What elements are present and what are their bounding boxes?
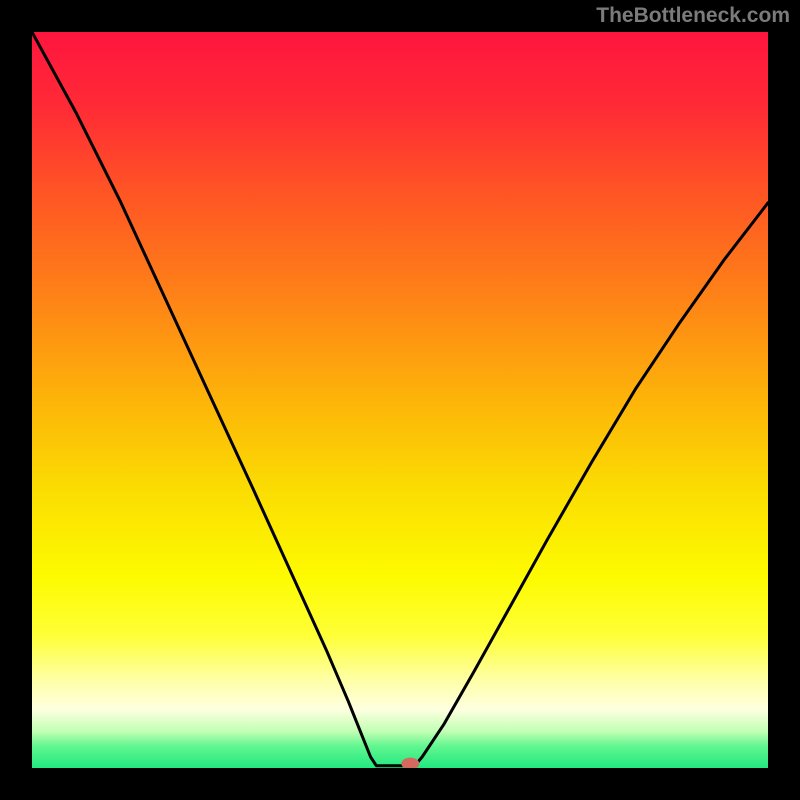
plot-background	[32, 32, 768, 768]
bottleneck-chart	[0, 0, 800, 800]
watermark-text: TheBottleneck.com	[596, 4, 790, 28]
minimum-marker	[401, 758, 419, 770]
